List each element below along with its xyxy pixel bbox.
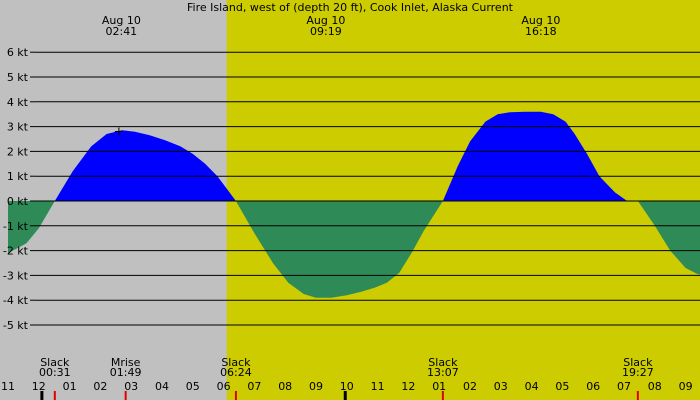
y-tick-label: -5 kt <box>3 319 29 332</box>
top-event-date: Aug 10 <box>521 14 560 27</box>
bottom-event-label: Mrise <box>111 356 141 369</box>
event-marker <box>40 391 44 400</box>
x-tick-label: 08 <box>278 380 292 393</box>
x-tick-label: 01 <box>63 380 77 393</box>
moon-transit-marker <box>114 127 123 136</box>
chart-title: Fire Island, west of (depth 20 ft), Cook… <box>187 1 514 14</box>
bottom-event-time: 06:24 <box>220 366 252 379</box>
x-tick-label: 03 <box>124 380 138 393</box>
x-tick-label: 11 <box>371 380 385 393</box>
top-event-date: Aug 10 <box>102 14 141 27</box>
x-tick-label: 07 <box>617 380 631 393</box>
top-event-date: Aug 10 <box>306 14 345 27</box>
event-marker <box>234 391 237 400</box>
bottom-event-time: 01:49 <box>110 366 142 379</box>
x-tick-label: 07 <box>247 380 261 393</box>
y-tick-label: 6 kt <box>7 46 29 59</box>
y-tick-label: 2 kt <box>7 145 29 158</box>
gridlines <box>30 51 700 326</box>
x-tick-label: 12 <box>32 380 46 393</box>
x-tick-label: 09 <box>679 380 693 393</box>
x-tick-label: 06 <box>217 380 231 393</box>
x-tick-label: 12 <box>401 380 415 393</box>
y-tick-label: 4 kt <box>7 96 29 109</box>
y-axis-tick-labels: 6 kt 5 kt 4 kt 3 kt 2 kt 1 kt 0 kt -1 kt -2 kt -3… <box>3 46 29 332</box>
x-tick-label: 01 <box>432 380 446 393</box>
x-tick-label: 09 <box>309 380 323 393</box>
bottom-event-time: 00:31 <box>39 366 71 379</box>
x-tick-label: 04 <box>525 380 539 393</box>
y-tick-label: 1 kt <box>7 170 29 183</box>
y-tick-label: 0 kt <box>7 195 29 208</box>
y-tick-label: -4 kt <box>3 294 29 307</box>
event-marker <box>636 391 639 400</box>
ebb-current-area <box>8 201 700 298</box>
x-tick-label: 02 <box>93 380 107 393</box>
top-event-time: 09:19 <box>310 25 342 38</box>
top-event-time: 16:18 <box>525 25 557 38</box>
event-markers <box>40 127 639 400</box>
bottom-event-time: 13:07 <box>427 366 459 379</box>
flood-current-area <box>8 111 700 201</box>
bottom-event-time: 19:27 <box>622 366 654 379</box>
x-axis-tick-labels: 11 12 01 02 03 04 05 06 07 08 09 10 11 12 01 02 03 04 05 06… <box>1 380 693 393</box>
x-tick-label: 04 <box>155 380 169 393</box>
bottom-event-label: Slack <box>40 356 70 369</box>
bottom-event-label: Slack <box>428 356 458 369</box>
y-tick-label: -2 kt <box>3 245 29 258</box>
x-tick-label: 10 <box>340 380 354 393</box>
x-tick-label: 05 <box>555 380 569 393</box>
x-tick-label: 08 <box>648 380 662 393</box>
top-event-time: 02:41 <box>105 25 137 38</box>
bottom-event-label: Slack <box>623 356 653 369</box>
bottom-event-label: Slack <box>221 356 251 369</box>
bottom-event-labels: Slack00:31Mrise01:49Slack06:24Slack13:07… <box>39 356 654 379</box>
event-marker <box>124 391 127 400</box>
x-tick-label: 05 <box>186 380 200 393</box>
x-tick-label: 11 <box>1 380 15 393</box>
y-tick-label: -3 kt <box>3 269 29 282</box>
x-tick-label: 06 <box>586 380 600 393</box>
event-marker <box>441 391 444 400</box>
event-marker <box>343 391 347 400</box>
y-tick-label: 5 kt <box>7 71 29 84</box>
y-tick-label: 3 kt <box>7 121 29 134</box>
y-tick-label: -1 kt <box>3 220 29 233</box>
event-marker <box>53 391 56 400</box>
x-tick-label: 02 <box>463 380 477 393</box>
x-tick-label: 03 <box>494 380 508 393</box>
